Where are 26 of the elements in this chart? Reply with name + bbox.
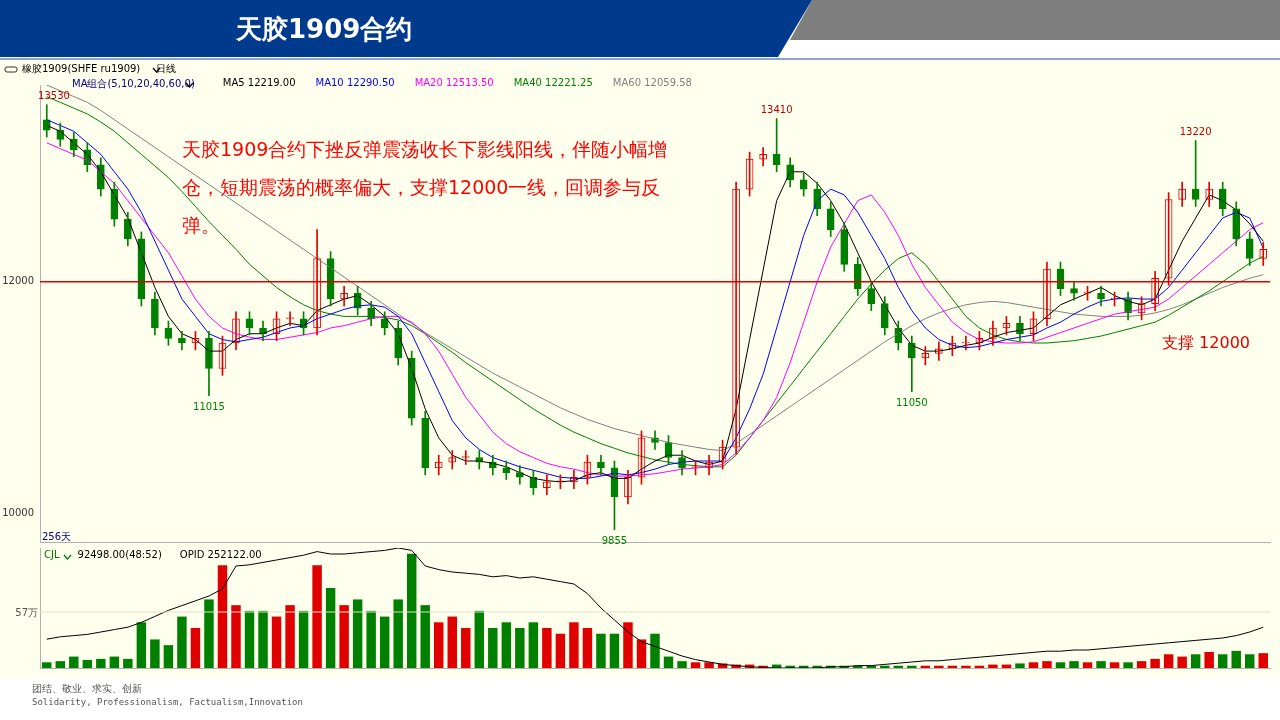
text: 团结、敬业、求实、创新 [32,682,142,696]
annotation: 256天 [42,530,72,544]
chart-title: 天胶1909合约 [236,13,413,46]
y-tick-label: 12000 [2,275,34,287]
text: MA40 12221.25 [513,77,593,90]
text: MA60 12059.58 [612,77,692,90]
annotation: 13410 [760,103,793,115]
annotation: 11015 [193,400,225,412]
annotation: 13530 [38,89,70,101]
annotation: 天胶1909合约下挫反弹震荡收长下影线阳线，伴随小幅增仓，短期震荡的概率偏大，支撑12000一线，回调参与反弹。 [182,137,669,238]
ref-line-label: 57万 [15,607,38,618]
y-tick-label: 10000 [2,506,34,518]
series-label: OPID 252122.00 [179,549,262,560]
text: Solidarity, Professionalism, Factualism,Innovation [32,697,303,707]
annotation: 9855 [601,534,628,546]
text: MA10 12290.50 [315,77,395,90]
annotation: MA组合(5,10,20,40,60,0) [72,77,196,91]
text: 日线 [156,62,178,76]
annotation: 13220 [1179,125,1212,137]
text: 橡胶1909(SHFE ru1909) [22,62,141,76]
text: MA5 12219.00 [222,77,296,90]
legend-label: CJL [44,549,61,560]
annotation: 92498.00(48:52) [77,549,162,560]
annotation: 11050 [895,396,928,408]
text: MA20 12513.50 [414,77,494,90]
ref-line-label: 支撑 12000 [1162,332,1250,352]
